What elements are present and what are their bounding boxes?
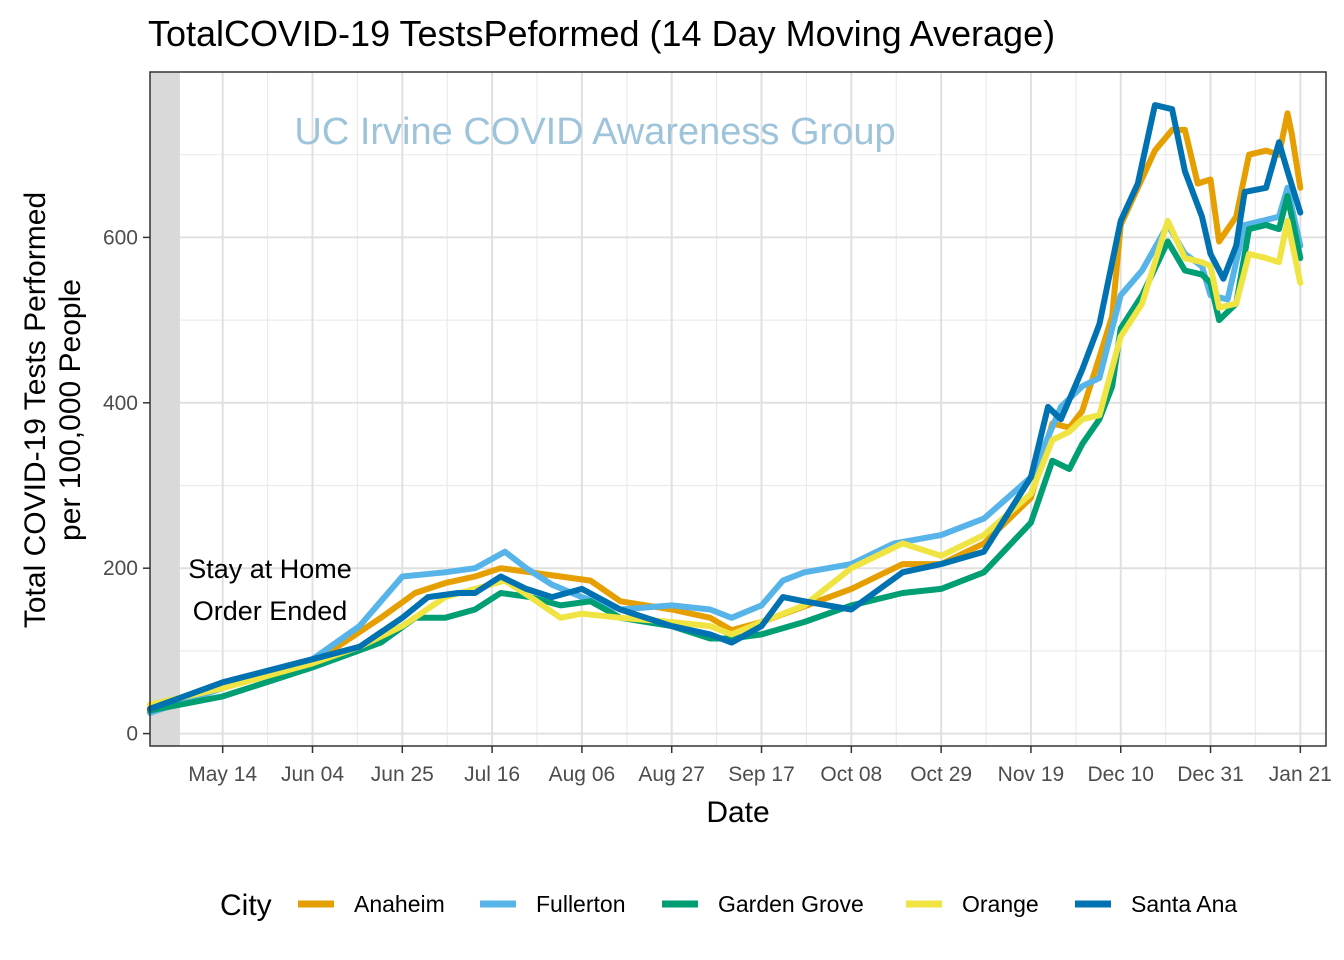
annotation-line-2: Order Ended [193, 596, 348, 626]
x-tick-label: May 14 [188, 763, 257, 786]
y-axis-title: Total COVID-19 Tests Performed per 100,0… [19, 192, 87, 628]
y-tick-label: 200 [103, 557, 138, 580]
y-tick-label: 600 [103, 226, 138, 249]
legend-label-fullerton: Fullerton [536, 891, 625, 917]
series-line-fullerton [147, 184, 1304, 716]
legend: City Anaheim Fullerton Garden Grove Orange S… [220, 889, 1237, 922]
plot-background [150, 72, 1326, 746]
x-tick-label: Dec 10 [1087, 763, 1154, 786]
watermark-text: UC Irvine COVID Awareness Group [294, 111, 895, 153]
x-tick-label: Oct 08 [820, 763, 882, 786]
x-tick-label: Oct 29 [910, 763, 972, 786]
y-axis-title-line-1: Total COVID-19 Tests Performed [19, 192, 52, 628]
x-tick-label: Nov 19 [998, 763, 1065, 786]
legend-title: City [220, 889, 272, 922]
chart-title: TotalCOVID-19 TestsPeformed (14 Day Movi… [148, 13, 1055, 54]
annotation-line-1: Stay at Home [188, 554, 352, 584]
x-tick-label: Dec 31 [1177, 763, 1244, 786]
x-tick-label: Jul 16 [464, 763, 520, 786]
x-tick-label: Jun 25 [371, 763, 434, 786]
x-tick-label: Aug 27 [638, 763, 705, 786]
y-tick-label: 400 [103, 392, 138, 415]
stay-at-home-shading [150, 72, 180, 746]
legend-label-orange: Orange [962, 891, 1039, 917]
series-line-anaheim [147, 110, 1304, 712]
x-axis-title: Date [706, 796, 769, 829]
plot-panel: UC Irvine COVID Awareness Group Stay at H… [103, 71, 1332, 786]
x-tick-label: Jan 21 [1269, 763, 1332, 786]
legend-label-garden-grove: Garden Grove [718, 891, 864, 917]
series-line-santa-ana [147, 102, 1304, 712]
x-tick-label: Sep 17 [728, 763, 795, 786]
plot-border [149, 71, 1327, 747]
x-tick-label: Aug 06 [549, 763, 616, 786]
legend-label-anaheim: Anaheim [354, 891, 445, 917]
y-tick-label: 0 [126, 723, 138, 746]
legend-label-santa-ana: Santa Ana [1131, 891, 1237, 917]
y-axis-title-line-2: per 100,000 People [54, 279, 87, 541]
x-tick-label: Jun 04 [281, 763, 344, 786]
